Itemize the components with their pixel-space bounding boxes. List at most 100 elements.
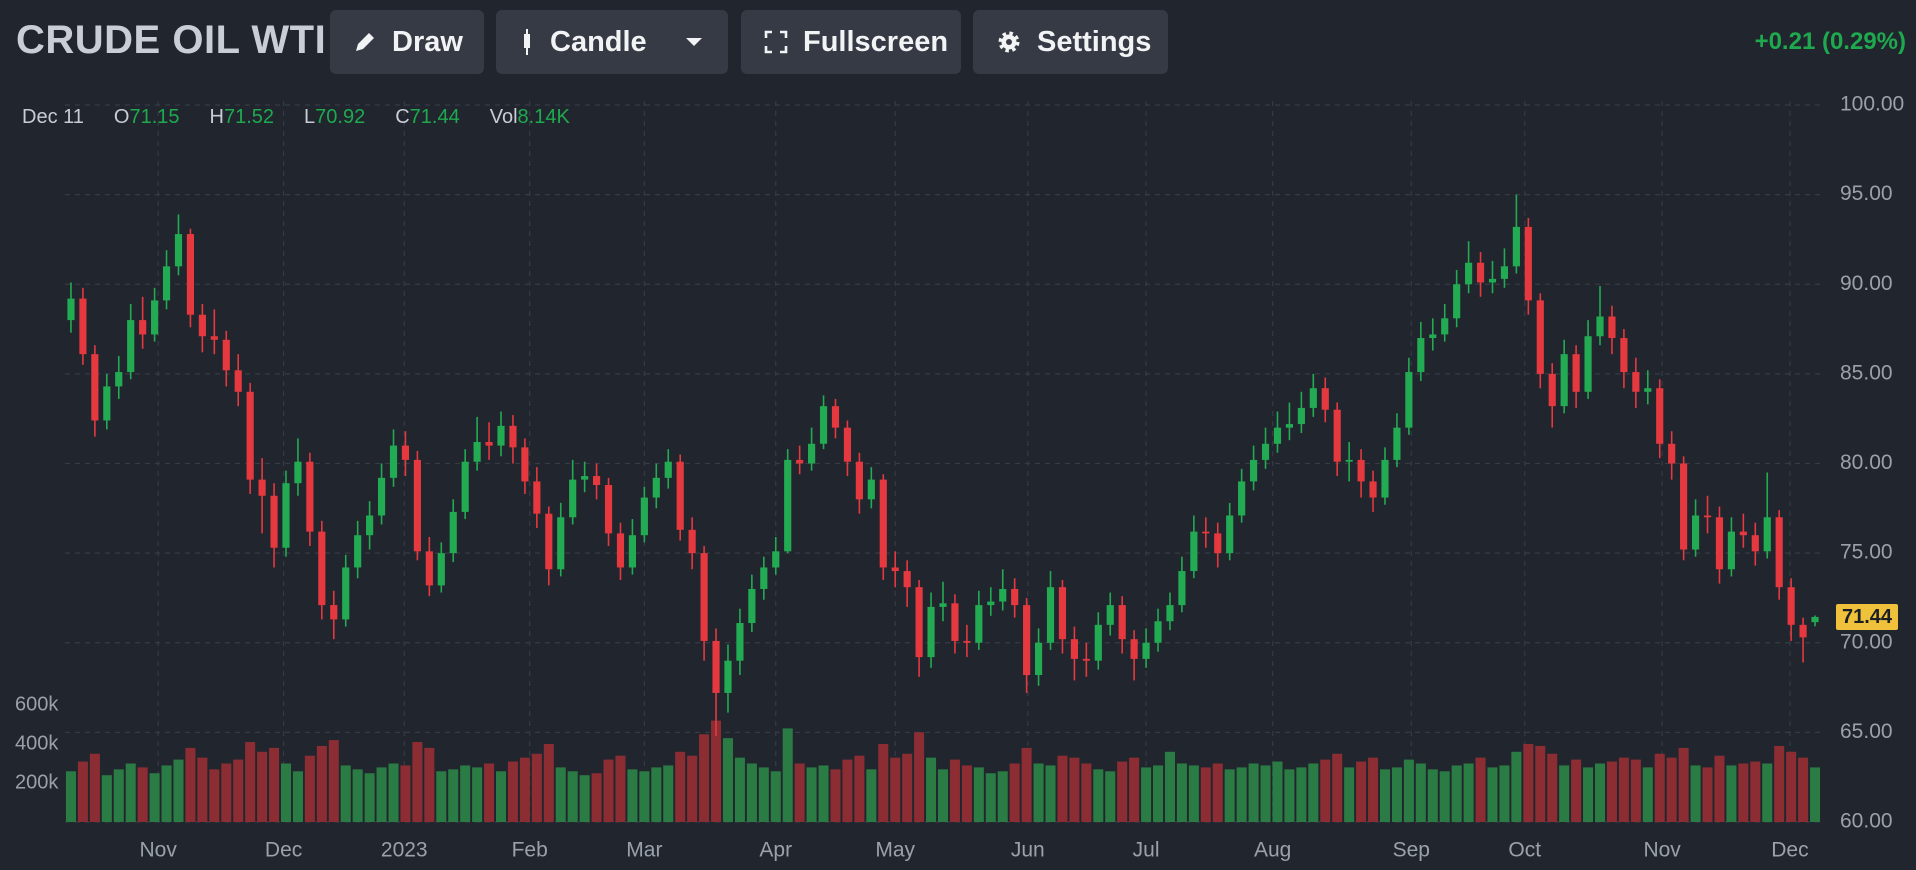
volume-bar <box>1176 763 1187 822</box>
volume-bar <box>579 775 590 822</box>
candle-body <box>1703 515 1712 518</box>
candle-body <box>1799 624 1807 638</box>
volume-bar <box>1571 759 1582 822</box>
x-tick-label: May <box>875 839 915 862</box>
legend-key: L <box>304 106 316 128</box>
candle-body <box>1011 588 1019 606</box>
legend-value: 71.44 <box>409 106 460 128</box>
candle-body <box>258 479 266 496</box>
candle-body <box>294 461 302 484</box>
candle-body <box>592 476 601 486</box>
volume-bar <box>1284 769 1295 822</box>
candle-body <box>1620 338 1628 373</box>
volume-bar <box>1762 763 1773 822</box>
y-tick-label: 70.00 <box>1840 630 1893 653</box>
volume-bar <box>1678 747 1689 822</box>
candle-body <box>1453 284 1461 319</box>
candle-body <box>1584 336 1592 392</box>
volume-bar <box>245 742 256 822</box>
candle-body <box>891 567 899 572</box>
candle-body <box>1476 262 1485 283</box>
candle-body <box>1417 338 1425 373</box>
candle-body <box>640 497 648 536</box>
candle-body <box>461 461 469 512</box>
volume-bar <box>1248 763 1259 822</box>
volume-bar <box>1726 765 1737 822</box>
volume-bar <box>328 740 339 822</box>
volume-bar <box>651 767 662 822</box>
volume-bar <box>1654 753 1665 822</box>
volume-bar <box>316 745 327 822</box>
candle-body <box>437 553 445 586</box>
legend-value: 71.52 <box>223 106 275 128</box>
candle-body <box>1524 226 1532 301</box>
settings-button[interactable]: Settings <box>973 10 1168 74</box>
candle-body <box>282 483 290 548</box>
volume-bar <box>985 773 996 822</box>
volume-bar <box>448 769 459 822</box>
volume-bar <box>1403 759 1414 822</box>
volume-bar <box>1702 767 1713 822</box>
candle-body <box>473 441 481 462</box>
volume-bar <box>818 765 829 822</box>
candle-body <box>1393 427 1401 460</box>
candle-body <box>628 535 636 568</box>
volume-bar <box>1427 769 1438 822</box>
candles <box>67 194 1819 736</box>
candle-body <box>1166 605 1174 622</box>
pencil-icon <box>355 33 374 52</box>
legend-key: Vol <box>489 106 518 128</box>
volume-bar <box>1356 761 1367 822</box>
candle-body <box>831 406 840 428</box>
volume-bar <box>1105 771 1116 822</box>
volume-bar <box>1260 765 1271 822</box>
volume-bar <box>890 757 901 822</box>
volume-bar <box>376 767 387 822</box>
volume-bar <box>1583 767 1594 822</box>
candle-body <box>1536 300 1544 374</box>
candle-body <box>557 517 565 570</box>
volume-bar <box>914 732 925 822</box>
candle-body <box>652 477 660 498</box>
volume-bar <box>1021 747 1032 822</box>
ohlc-legend: Dec 11 O 71.15 H 71.52 L 70.92 C 71.44 Vol 8.… <box>22 106 600 129</box>
button-label: Candle <box>550 25 647 58</box>
candle-body <box>1596 316 1604 337</box>
volume-bar <box>460 765 471 822</box>
candle-body <box>1321 388 1329 410</box>
volume-bar <box>1057 755 1068 822</box>
candle-body <box>1680 463 1688 550</box>
volume-bar <box>1594 763 1606 822</box>
candle-body <box>270 495 278 548</box>
volume-bar <box>1750 761 1761 822</box>
volume-bar <box>125 763 136 822</box>
candle-body <box>186 234 195 315</box>
volume-bar <box>675 751 686 822</box>
volume-bar <box>484 763 495 822</box>
candle-body <box>1715 517 1724 570</box>
fullscreen-button[interactable]: Fullscreen <box>741 10 961 74</box>
volume-bar <box>1200 767 1211 822</box>
volume-bar <box>1081 763 1092 822</box>
volume-bar <box>1774 745 1785 822</box>
candle-body <box>425 551 433 586</box>
volume-bar <box>878 744 889 822</box>
candle-body <box>963 640 971 643</box>
legend-value: 70.92 <box>315 106 366 128</box>
candle-body <box>1572 354 1580 392</box>
candle-body <box>91 354 99 421</box>
draw-button[interactable]: Draw <box>330 10 484 74</box>
volume-bar <box>1093 769 1104 822</box>
candle-body <box>879 479 887 568</box>
volume-bar <box>101 775 112 822</box>
volume-bar <box>627 769 638 822</box>
volume-bar <box>137 767 148 822</box>
volume-bar <box>113 769 124 822</box>
volume-bar <box>1320 759 1331 822</box>
volume-bar <box>1786 751 1797 822</box>
candle-body <box>987 601 995 606</box>
candle-body <box>1775 517 1783 588</box>
chart-type-button[interactable]: Candle <box>496 10 728 74</box>
candle-body <box>1429 334 1437 339</box>
candle-body <box>736 623 744 661</box>
